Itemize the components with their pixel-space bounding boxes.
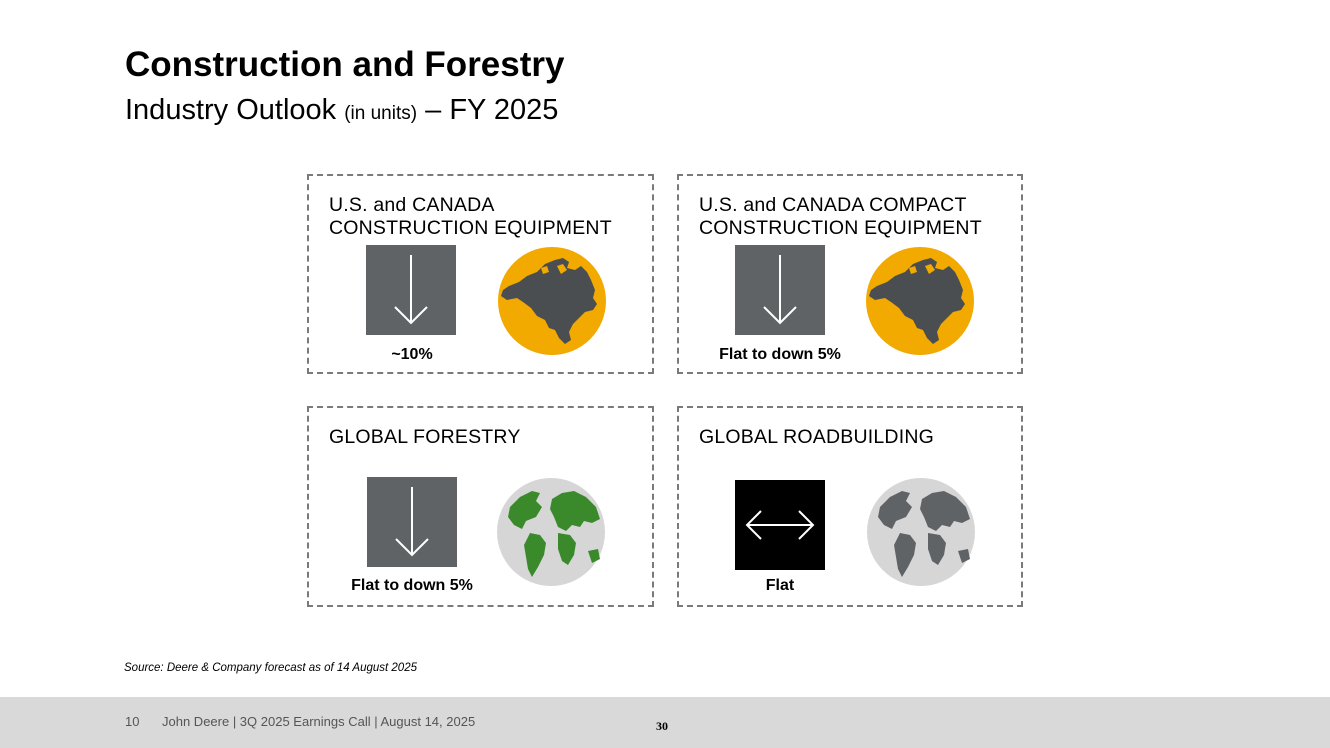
outlook-card-us-canada-construction: U.S. and CANADA CONSTRUCTION EQUIPMENT ~…: [307, 174, 654, 374]
outlook-value: Flat: [765, 577, 795, 594]
card-title: U.S. and CANADA CONSTRUCTION EQUIPMENT: [329, 194, 612, 240]
page-title: Construction and Forestry: [125, 45, 565, 84]
down-arrow-icon: [735, 245, 825, 335]
source-note: Source: Deere & Company forecast as of 1…: [124, 662, 417, 674]
card-title-line1: GLOBAL FORESTRY: [329, 426, 521, 448]
card-title-line2: CONSTRUCTION EQUIPMENT: [699, 217, 982, 239]
card-title: GLOBAL FORESTRY: [329, 426, 521, 449]
outlook-card-global-roadbuilding: GLOBAL ROADBUILDING Flat: [677, 406, 1023, 607]
outlook-value: ~10%: [391, 346, 433, 363]
outlook-card-global-forestry: GLOBAL FORESTRY Flat to down 5%: [307, 406, 654, 607]
north-america-globe-icon: [497, 246, 607, 356]
footer-bar: 10 John Deere | 3Q 2025 Earnings Call | …: [0, 697, 1330, 748]
horizontal-double-arrow-icon: [735, 480, 825, 570]
footer-text: John Deere | 3Q 2025 Earnings Call | Aug…: [162, 714, 476, 729]
subtitle-units: (in units): [344, 103, 418, 124]
card-title-line1: U.S. and CANADA: [329, 194, 495, 216]
footer-page-number: 10: [125, 714, 140, 729]
down-arrow-icon: [366, 245, 456, 335]
outlook-value: Flat to down 5%: [719, 346, 841, 363]
outlook-value: Flat to down 5%: [351, 577, 473, 594]
world-globe-icon: [496, 477, 606, 587]
card-title-line1: GLOBAL ROADBUILDING: [699, 426, 934, 448]
north-america-globe-icon: [865, 246, 975, 356]
slide-number: 30: [656, 719, 668, 733]
down-arrow-icon: [367, 477, 457, 567]
subtitle-tail: – FY 2025: [425, 94, 559, 126]
card-title: GLOBAL ROADBUILDING: [699, 426, 934, 449]
outlook-card-us-canada-compact: U.S. and CANADA COMPACT CONSTRUCTION EQU…: [677, 174, 1023, 374]
page-subtitle: Industry Outlook (in units) – FY 2025: [125, 92, 558, 132]
card-title-line2: CONSTRUCTION EQUIPMENT: [329, 217, 612, 239]
card-title: U.S. and CANADA COMPACT CONSTRUCTION EQU…: [699, 194, 982, 240]
card-title-line1: U.S. and CANADA COMPACT: [699, 194, 967, 216]
world-globe-icon: [866, 477, 976, 587]
subtitle-main: Industry Outlook: [125, 94, 337, 126]
